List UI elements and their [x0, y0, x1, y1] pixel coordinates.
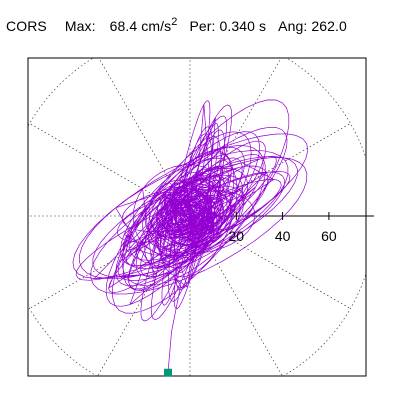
polar-grid: [28, 58, 366, 376]
grid-spoke: [229, 123, 351, 194]
plot-frame: [27, 57, 367, 377]
grid-spoke: [29, 123, 151, 194]
grid-spoke: [98, 58, 168, 177]
grid-spoke: [212, 58, 282, 177]
station-name: CORS: [6, 18, 47, 34]
grid-spoke: [29, 238, 151, 309]
max-value: 68.4: [109, 18, 138, 34]
end-marker: [164, 368, 173, 377]
grid-spoke: [229, 238, 351, 309]
period-value: 0.340 s: [219, 18, 267, 34]
tick-label-40: 40: [275, 228, 291, 244]
tick-label-20: 20: [229, 228, 245, 244]
header: CORS Max: 68.4 cm/s2 Per: 0.340 s Ang: 2…: [6, 16, 347, 35]
angle-readout: Ang: 262.0: [278, 18, 347, 34]
grid-spoke: [97, 255, 168, 376]
grid-spoke: [212, 255, 283, 376]
trace-path: [72, 99, 309, 373]
max-unit: cm/s2: [141, 16, 178, 35]
period-label: Per:: [189, 18, 216, 34]
tick-label-60: 60: [321, 228, 337, 244]
max-label: Max:: [64, 18, 96, 34]
radial-ticks: 20 40 60: [229, 212, 337, 244]
motion-trace: [72, 99, 309, 373]
